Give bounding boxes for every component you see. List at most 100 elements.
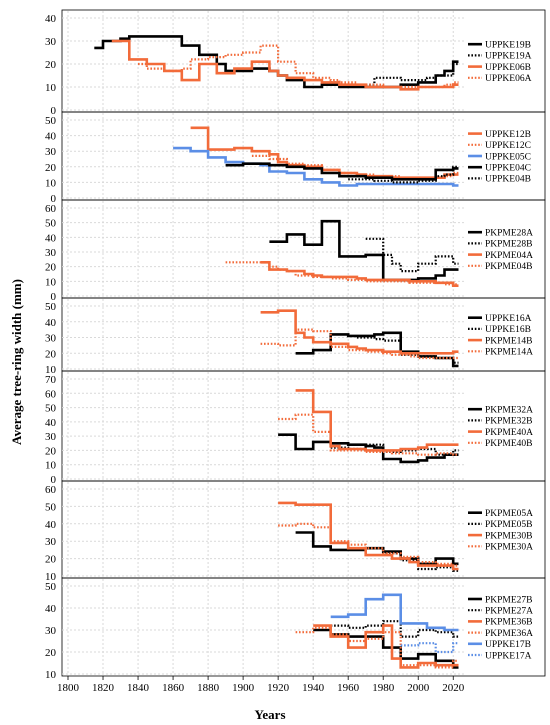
panel-grid (62, 201, 466, 297)
series-line-uppke04c (225, 162, 459, 181)
panel-1: 0 10 20 30 40 UPPKE19BUPPKE19AUPPKE06BUPPKE06… (45, 9, 546, 117)
y-tick-label: 10 (45, 276, 57, 288)
series-line-uppke04b (348, 165, 459, 184)
y-tick-label: 50 (45, 501, 57, 513)
series-line-pkpme14a (260, 328, 459, 360)
legend-label: UPPKE04C (485, 164, 531, 174)
y-ticks: 0 10 20 30 40 50 60 70 (45, 374, 57, 486)
legend-label: PKPME14B (485, 336, 533, 346)
x-tick-label: 1980 (372, 682, 395, 694)
legend-label: PKPME14A (485, 348, 533, 358)
y-tick-label: 60 (45, 203, 57, 215)
series-line-uppke17a (400, 642, 459, 654)
y-tick-label: 50 (45, 115, 57, 127)
y-ticks: 0 10 20 30 40 (45, 13, 57, 117)
legend-label: PKPME04B (485, 262, 533, 272)
x-tick-label: 1880 (197, 682, 220, 694)
panel-grid (62, 579, 466, 675)
y-ticks: 0 10 20 30 40 50 (45, 115, 57, 205)
y-tick-label: 30 (45, 333, 57, 345)
x-tick-label: 1860 (162, 682, 185, 694)
y-tick-label: 10 (45, 460, 57, 472)
legend-label: PKPME27B (485, 595, 533, 605)
legend-label: UPPKE06B (485, 63, 531, 73)
y-tick-label: 50 (45, 581, 57, 593)
y-tick-label: 30 (45, 431, 57, 443)
panel-3: 0 10 20 30 40 50 60 PKPME28APKPME28BPKPME04APKP… (45, 199, 546, 303)
legend-label: PKPME30B (485, 531, 533, 541)
y-tick-label: 30 (45, 247, 57, 259)
series-line-pkpme05b (348, 547, 459, 572)
x-tick-label: 1900 (232, 682, 255, 694)
series-line-pkpme32a (278, 433, 459, 464)
y-tick-label: 40 (45, 317, 57, 329)
legend-label: UPPKE16A (485, 314, 532, 324)
series-line-pkpme28b (365, 237, 459, 273)
y-ticks: 0 10 20 30 40 50 60 (45, 203, 57, 303)
x-axis-label: Years (254, 707, 285, 722)
series-line-pkpme14b (260, 309, 459, 355)
legend-label: PKPME27A (485, 607, 533, 617)
x-tick-label: 1820 (92, 682, 115, 694)
legend-label: PKPME40A (485, 428, 533, 438)
x-tick-label: 1940 (302, 682, 325, 694)
series-line-uppke05c (173, 146, 459, 187)
legend-label: UPPKE04B (485, 175, 531, 185)
y-tick-label: 30 (45, 625, 57, 637)
y-tick-label: 60 (45, 388, 57, 400)
series-line-uppke17b (330, 593, 459, 632)
series-line-pkpme04b (225, 261, 459, 286)
series-line-pkpme30b (278, 501, 459, 571)
legend-label: UPPKE19A (485, 52, 532, 62)
series-line-uppke06a (138, 44, 459, 89)
y-ticks: 10 20 30 40 50 (45, 301, 57, 376)
y-tick-label: 20 (45, 262, 57, 274)
legend-label: UPPKE12C (485, 141, 531, 151)
legend-label: UPPKE12B (485, 130, 531, 140)
panel-7: 10 20 30 40 50 PKPME27B PKPME27APKPME36BPKPME3… (45, 577, 546, 681)
legend-label: PKPME28B (485, 240, 533, 250)
series-line-uppke12c (251, 154, 459, 181)
x-axis: 1800 1820 1840 1860 1880 1900 1920 1940 1960 1980… (57, 676, 465, 694)
y-tick-label: 40 (45, 519, 57, 531)
panel-frame (61, 577, 546, 677)
y-tick-label: 40 (45, 131, 57, 143)
x-tick-label: 1840 (127, 682, 150, 694)
y-tick-label: 0 (51, 193, 57, 205)
legend-label: PKPME36A (485, 629, 533, 639)
legend-label: PKPME05A (485, 509, 533, 519)
y-tick-label: 60 (45, 484, 57, 496)
legend-label: UPPKE19B (485, 41, 531, 51)
x-tick-label: 1960 (337, 682, 360, 694)
y-tick-label: 50 (45, 403, 57, 415)
y-ticks: 10 20 30 40 50 (45, 581, 57, 681)
y-tick-label: 10 (45, 669, 57, 681)
panel-grid (62, 299, 466, 370)
y-tick-label: 50 (45, 218, 57, 230)
y-tick-label: 30 (45, 536, 57, 548)
legend-label: UPPKE05C (485, 152, 531, 162)
legend-label: UPPKE17B (485, 640, 531, 650)
y-tick-label: 20 (45, 554, 57, 566)
legend-label: PKPME04A (485, 251, 533, 261)
panel-5: 0 10 20 30 40 50 60 70 PKPME32APKPME32BPKPME40AP… (45, 370, 546, 486)
legend-label: PKPME30A (485, 543, 533, 553)
y-tick-label: 10 (45, 177, 57, 189)
x-ticks: 1800 1820 1840 1860 1880 1900 1920 1940 1960 1980… (57, 676, 465, 694)
y-tick-label: 30 (45, 36, 57, 48)
legend-label: UPPKE16B (485, 325, 531, 335)
series-line-uppke06b (111, 39, 459, 91)
y-tick-label: 0 (51, 474, 57, 486)
y-tick-label: 70 (45, 374, 57, 386)
legend-label: PKPME36B (485, 618, 533, 628)
legend-label: PKPME40B (485, 439, 533, 449)
x-tick-label: 1800 (57, 682, 80, 694)
y-axis-label: Average tree-ring width (mm) (9, 279, 24, 445)
y-ticks: 10 20 30 40 50 60 (45, 484, 57, 583)
y-tick-label: 40 (45, 232, 57, 244)
series-line-pkpme40a (295, 389, 459, 452)
